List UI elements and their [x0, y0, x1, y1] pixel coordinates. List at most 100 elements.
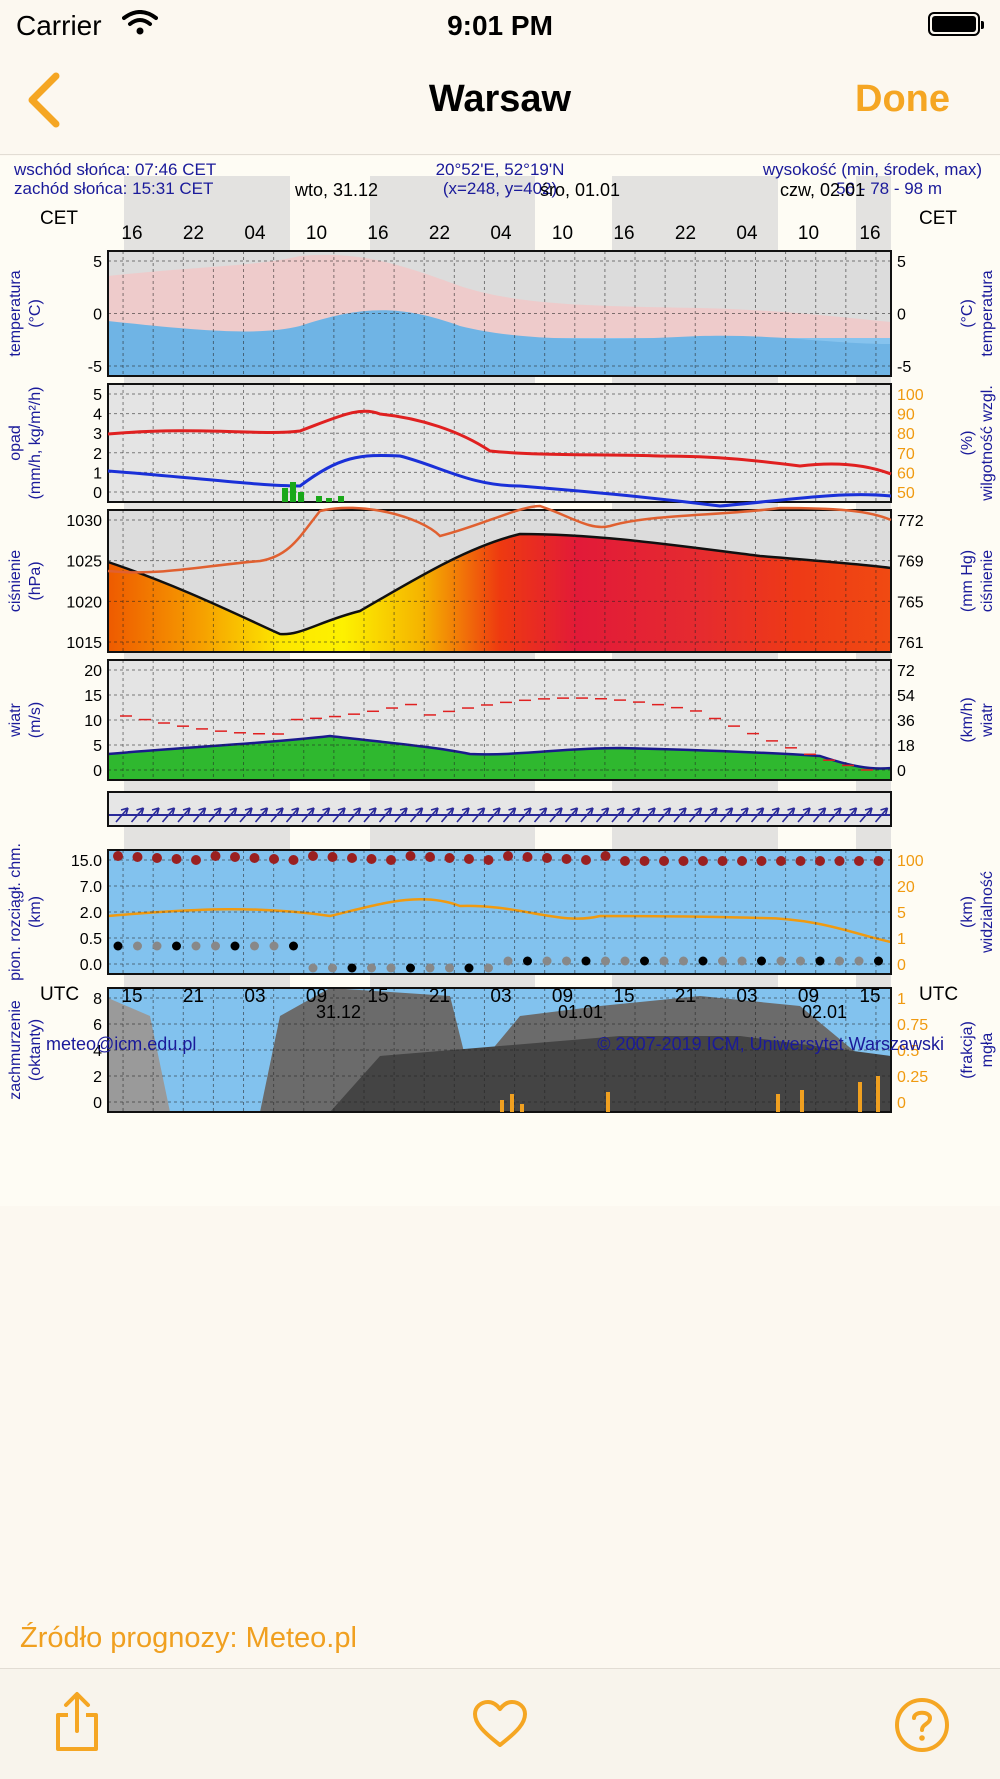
cloud-base-dot — [835, 956, 844, 966]
wind-barb — [859, 807, 873, 823]
cet-hour-label: 22 — [675, 223, 696, 244]
fog-bar — [500, 1100, 504, 1112]
y-tick-label: 4 — [93, 407, 102, 424]
cloud-base-dot — [133, 941, 142, 951]
utc-right-label: UTC — [919, 984, 959, 1005]
y2-tick-label: 0.25 — [897, 1069, 928, 1086]
wind-barb — [502, 807, 517, 823]
heart-icon[interactable] — [472, 1699, 528, 1749]
cloud-base-dot — [601, 956, 610, 966]
right-axis-title: wilgotność wzgl. — [979, 385, 996, 502]
right-axis-unit: (%) — [959, 431, 976, 456]
wind-barb — [735, 807, 749, 823]
help-icon[interactable] — [894, 1697, 950, 1753]
wind-barb — [208, 807, 222, 823]
y2-tick-label: 5 — [897, 905, 906, 922]
cloud-base-dot — [484, 963, 493, 973]
cloud-top-dot — [503, 851, 513, 861]
cloud-top-dot — [386, 855, 396, 865]
right-axis-unit: (frakcja) — [959, 1021, 976, 1079]
cloud-top-dot — [308, 851, 318, 861]
dewpoint-line — [107, 453, 892, 508]
panel-frame — [107, 987, 892, 1113]
wind-barb — [797, 807, 811, 823]
y2-tick-label: 100 — [897, 853, 924, 870]
cloud-base-dot — [776, 956, 786, 966]
cloud-top-dot — [113, 851, 123, 861]
left-axis-unit: (°C) — [27, 299, 44, 328]
cloud-top-dot — [152, 853, 162, 863]
y-tick-label: 0 — [93, 307, 102, 324]
utc-hour-label: 03 — [490, 986, 511, 1007]
y-tick-label: 0.0 — [80, 957, 102, 974]
cloud-top-dot — [561, 854, 572, 864]
wind-barb — [161, 807, 176, 823]
y2-tick-label: 70 — [897, 446, 915, 463]
wind-barb — [146, 807, 160, 823]
cloud-top-dot — [210, 851, 221, 861]
y2-tick-label: 60 — [897, 465, 915, 482]
wind-barb — [580, 807, 594, 823]
fog-bar — [800, 1090, 804, 1112]
done-button[interactable]: Done — [855, 78, 950, 120]
sun-times: wschód słońca: 07:46 CET zachód słońca: … — [14, 160, 216, 198]
cloud-base-dot — [562, 956, 571, 966]
cloud-base-dot — [854, 956, 864, 966]
back-chevron-icon[interactable] — [26, 72, 62, 128]
wind-barb — [657, 807, 672, 823]
cet-left-label: CET — [40, 208, 78, 229]
utc-hour-label: 21 — [675, 986, 696, 1007]
y-tick-label: 5 — [93, 254, 102, 271]
wind-barb — [378, 807, 393, 823]
wind-barb — [611, 807, 625, 823]
cloud-top-dot — [327, 852, 338, 862]
right-axis-title: widzialność — [979, 871, 996, 954]
wind-barb — [688, 807, 703, 823]
share-icon[interactable] — [52, 1691, 102, 1753]
cloud-base-dot — [874, 956, 883, 966]
precip-bar — [282, 488, 288, 502]
fog-bar — [606, 1092, 610, 1112]
y-tick-label: 1030 — [66, 513, 102, 530]
cloud-base-dot — [250, 941, 259, 951]
meteogram-image: 5 5 0 0 -5 -5 temperatura (°C) (°C) temperatura 5 1… — [0, 156, 1000, 1206]
utc-hour-label: 09 — [306, 986, 327, 1007]
cloud-base-dot — [620, 956, 630, 966]
wind-barb — [750, 807, 765, 823]
y2-tick-label: 1 — [897, 991, 906, 1008]
utc-hour-label: 15 — [121, 986, 142, 1007]
email-link[interactable]: meteo@icm.edu.pl — [46, 1034, 197, 1054]
right-axis-unit: (km) — [959, 896, 976, 928]
cloud-base-dot — [503, 956, 513, 966]
wind-barb — [549, 807, 563, 823]
forecast-source[interactable]: Źródło prognozy: Meteo.pl — [20, 1622, 357, 1654]
wind-barb — [332, 807, 346, 823]
right-axis-unit: (km/h) — [959, 697, 976, 742]
wind-barb — [704, 807, 718, 823]
wind-barb — [843, 807, 858, 823]
left-axis-title: wiatr — [7, 702, 24, 737]
y2-tick-label: 772 — [897, 513, 924, 530]
date-label-2: 01.01 — [558, 1002, 604, 1022]
utc-hour-label: 15 — [613, 986, 634, 1007]
cloud-base-dot — [445, 963, 454, 973]
humidity-line — [107, 504, 892, 574]
cloud-top-dot — [659, 856, 669, 866]
wind-barb — [564, 807, 579, 823]
sunset-text: zachód słońca: 15:31 CET — [14, 179, 214, 198]
left-axis-unit: (hPa) — [27, 561, 44, 600]
y-tick-label: 20 — [84, 663, 102, 680]
wind-barb — [456, 807, 470, 823]
coords-text: 20°52'E, 52°19'N — [435, 160, 565, 179]
precip-bar — [338, 496, 344, 502]
wind-barb — [471, 807, 486, 823]
y-tick-label: 7.0 — [80, 879, 102, 896]
cloud-base-dot — [113, 941, 123, 951]
cloud-top-dot — [522, 852, 533, 862]
cloud-top-dot — [815, 856, 825, 866]
right-axis-title: temperatura — [979, 270, 996, 356]
clock: 9:01 PM — [447, 10, 553, 41]
right-axis-title: mgła — [979, 1033, 996, 1068]
cloud-base-dot — [659, 956, 669, 966]
cet-hour-label: 10 — [306, 223, 327, 244]
